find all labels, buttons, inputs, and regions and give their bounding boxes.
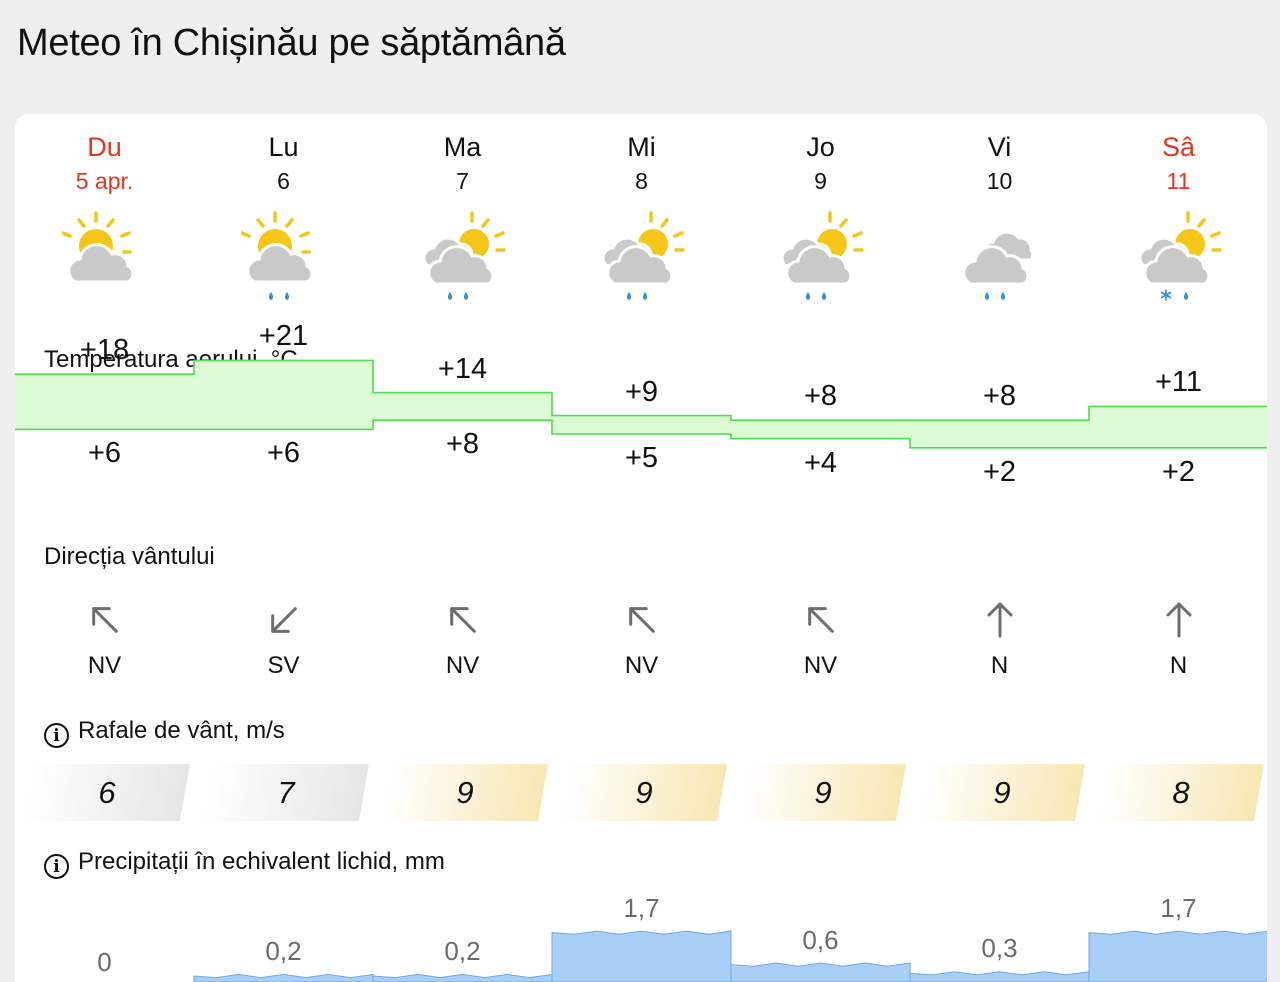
- page-title: Meteo în Chișinău pe săptămână: [17, 22, 566, 64]
- wind-direction-value: SV: [267, 652, 300, 679]
- arrow-down-icon: [1089, 600, 1267, 645]
- partly-cloudy-icon: [61, 211, 134, 284]
- arrow-down-right-icon: [15, 600, 194, 645]
- day-date: 9: [814, 168, 827, 194]
- day-date: 11: [1166, 168, 1191, 194]
- precipitation-bar: [909, 971, 1090, 982]
- min-temperature-line: [15, 419, 1267, 449]
- arrow-up-right-icon: [194, 600, 373, 645]
- temperature-band-chart: [15, 359, 1267, 449]
- day-name: Lu: [268, 132, 299, 162]
- wind-direction-label: Direcția vântului: [44, 543, 215, 570]
- precipitation-value: 1,7: [623, 892, 660, 923]
- max-temperature-value: +8: [803, 380, 838, 413]
- precipitation-bar: [372, 973, 553, 982]
- overcast-rain-icon: [961, 230, 1034, 300]
- wind-direction-value: NV: [803, 652, 838, 679]
- min-temperature-value: +4: [803, 446, 838, 479]
- wind-gusts-label-row: i Rafale de vânt, m/s: [44, 717, 285, 748]
- arrow-down-right-icon: [731, 600, 910, 645]
- temperature-range-bar: [1089, 406, 1267, 448]
- min-temperature-value: +6: [87, 437, 122, 470]
- min-temperature-value: +2: [1161, 455, 1196, 488]
- day-name: Sâ: [1161, 132, 1196, 162]
- precipitation-bar: [551, 930, 732, 982]
- arrow-down-right-icon: [552, 600, 731, 645]
- temperature-range-bar: [194, 360, 373, 430]
- cloudy-sun-rain-icon: [422, 211, 506, 300]
- precipitation-bar: [730, 962, 911, 982]
- temperature-range-bar: [15, 374, 194, 430]
- max-temperature-value: +11: [1154, 366, 1203, 399]
- precipitation-bar: [1088, 930, 1267, 982]
- partly-cloudy-rain-icon: [240, 211, 313, 300]
- wind-gust-value: 9: [635, 775, 653, 810]
- max-temperature-line: [15, 359, 1267, 421]
- precipitation-label: Precipitații în echivalent lichid, mm: [78, 848, 445, 875]
- info-icon[interactable]: i: [44, 854, 69, 879]
- precipitation-value: 0,2: [265, 936, 302, 966]
- info-icon[interactable]: i: [44, 723, 69, 748]
- min-temperature-value: +5: [624, 442, 659, 474]
- day-name: Jo: [806, 132, 835, 162]
- max-temperature-value: +18: [79, 334, 130, 367]
- max-temperature-value: +8: [982, 380, 1017, 413]
- wind-direction-value: NV: [445, 652, 480, 679]
- max-temperature-value: +9: [624, 375, 659, 408]
- cloudy-sun-rain-icon: [780, 211, 864, 300]
- wind-direction-value: N: [1169, 652, 1188, 679]
- min-temperature-value: +6: [266, 437, 301, 470]
- temperature-range-bar: [731, 420, 910, 439]
- day-name: Du: [87, 132, 122, 162]
- day-date: 5 apr.: [75, 168, 134, 194]
- max-temperature-value: +14: [437, 352, 488, 385]
- day-name: Ma: [443, 132, 482, 162]
- wind-gust-value: 9: [456, 775, 474, 810]
- arrow-down-right-icon: [373, 600, 552, 645]
- min-temperature-value: +2: [982, 455, 1017, 488]
- max-temperature-value: +21: [258, 320, 309, 353]
- day-date: 6: [277, 168, 290, 194]
- wind-direction-value: NV: [87, 652, 122, 679]
- precipitation-value: 1,7: [1160, 892, 1197, 923]
- temperature-range-bar: [910, 420, 1089, 448]
- day-date: 8: [635, 168, 648, 194]
- arrow-down-icon: [910, 600, 1089, 645]
- min-temperature-value: +8: [445, 428, 480, 461]
- precipitation-value: 0: [97, 947, 112, 977]
- precipitation-value: 0,2: [444, 936, 481, 966]
- wind-direction-value: N: [990, 652, 1009, 679]
- wind-direction-value: NV: [624, 652, 659, 679]
- day-name: Vi: [987, 132, 1012, 162]
- day-name: Mi: [627, 132, 656, 162]
- day-date: 10: [986, 168, 1013, 194]
- precipitation-chart: [193, 930, 1267, 982]
- temperature-range-bar: [552, 415, 731, 434]
- wind-gusts-label: Rafale de vânt, m/s: [78, 717, 285, 744]
- precipitation-value: 0,3: [981, 933, 1018, 964]
- wind-gust-value: 8: [1172, 775, 1190, 810]
- wind-gust-value: 9: [993, 775, 1011, 810]
- day-date: 7: [456, 168, 469, 194]
- temperature-range-bar: [373, 392, 552, 421]
- cloudy-sun-rain-icon: [601, 211, 685, 300]
- weekly-forecast-card: Du 5 apr. Lu 6 Ma 7: [15, 114, 1267, 982]
- wind-gust-value: 7: [277, 775, 295, 810]
- precipitation-value: 0,6: [802, 924, 839, 955]
- precipitation-bar: [193, 973, 374, 982]
- wind-gust-value: 9: [814, 775, 832, 810]
- precipitation-label-row: i Precipitații în echivalent lichid, mm: [44, 848, 445, 879]
- wind-gust-value: 6: [98, 775, 116, 810]
- cloudy-sun-sleet-icon: [1138, 211, 1222, 301]
